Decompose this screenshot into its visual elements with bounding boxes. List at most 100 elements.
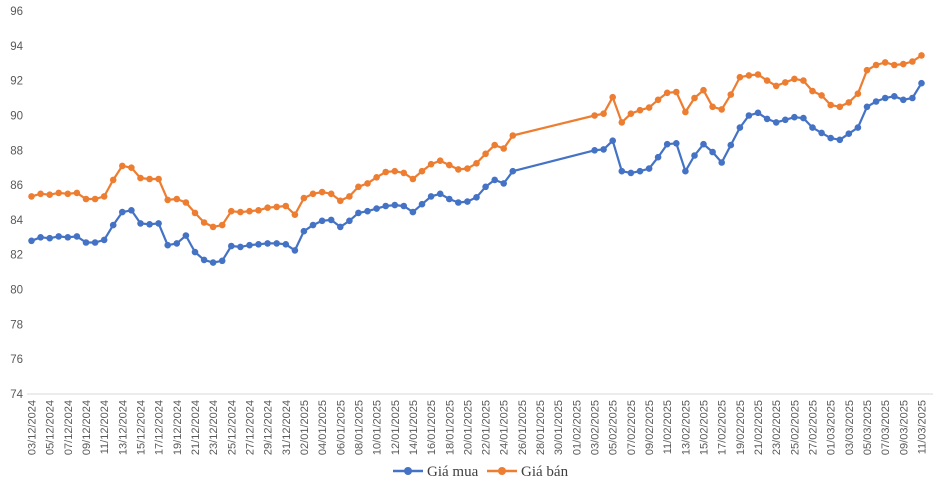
y-axis-tick-label: 84 [10,215,23,227]
y-axis-tick-label: 74 [10,389,23,401]
y-axis-tick-label: 92 [10,76,23,88]
x-axis-tick-label: 07/03/2025 [880,400,892,455]
data-point-giá-bán [82,195,90,203]
data-point-giá-mua [782,116,789,124]
data-point-giá-bán [754,71,762,78]
x-axis-tick-label: 07/02/2025 [626,400,638,455]
data-point-giá-bán [155,175,162,183]
data-point-giá-mua [391,201,399,209]
data-point-giá-mua [863,103,871,111]
data-point-giá-bán [854,90,862,97]
data-point-giá-bán [900,60,907,68]
data-point-giá-bán [636,106,644,114]
x-axis-tick-label: 08/01/2025 [353,400,365,455]
data-point-giá-bán [654,96,662,104]
series-line-giá-mua [30,82,923,264]
data-point-giá-mua [845,130,853,137]
data-point-giá-mua [282,241,290,248]
x-axis-tick-label: 19/02/2025 [735,400,747,455]
x-axis-tick-label: 10/01/2025 [372,400,384,455]
data-point-giá-mua [255,241,262,248]
x-axis-tick-label: 26/01/2025 [517,400,529,455]
data-point-giá-bán [872,61,880,69]
data-point-giá-bán [373,174,380,181]
data-point-giá-mua [237,243,244,251]
data-point-giá-bán [455,166,462,173]
data-point-giá-mua [264,240,271,247]
data-point-giá-mua [718,159,725,166]
data-point-giá-bán [164,196,171,204]
x-axis-tick-label: 09/12/2024 [81,400,93,455]
data-point-giá-bán [55,189,62,197]
data-point-giá-mua [82,239,90,246]
data-point-giá-bán [818,92,825,99]
data-point-giá-bán [64,190,72,198]
x-axis-tick-label: 09/02/2025 [644,400,656,455]
data-point-giá-mua [436,190,444,198]
data-point-giá-mua [209,259,217,266]
data-point-giá-bán [119,162,126,170]
x-axis-tick-label: 25/12/2024 [226,400,238,455]
data-point-giá-bán [109,176,117,184]
data-point-giá-mua [137,220,144,227]
data-point-giá-bán [237,208,244,216]
data-point-giá-bán [73,189,81,197]
data-point-giá-mua [55,233,62,240]
data-point-giá-bán [409,175,417,183]
x-axis-tick-label: 15/12/2024 [135,400,147,455]
data-point-giá-bán [772,82,780,90]
data-point-giá-mua [673,140,680,147]
data-point-giá-mua [427,193,435,200]
x-axis-tick-label: 23/12/2024 [208,400,220,455]
x-axis-tick-label: 13/12/2024 [117,400,129,455]
data-point-giá-bán [845,99,853,106]
y-axis-tick-label: 78 [10,319,23,331]
data-point-giá-mua [709,148,716,156]
data-point-giá-bán [391,167,399,175]
data-point-giá-bán [446,161,453,169]
x-axis-tick-label: 14/01/2025 [408,400,420,455]
x-axis-tick-label: 28/01/2025 [535,400,547,455]
data-point-giá-bán [673,88,680,96]
chart-legend: Giá mua Giá bán [393,464,569,480]
data-point-giá-bán [364,180,371,187]
data-point-giá-bán [609,93,616,101]
data-point-giá-bán [191,209,199,217]
data-point-giá-bán [736,73,744,81]
data-point-giá-bán [318,188,326,196]
data-point-giá-bán [337,197,344,205]
data-point-giá-bán [309,190,317,198]
data-point-giá-bán [264,204,271,211]
data-point-giá-mua [754,109,762,117]
data-point-giá-mua [500,180,508,187]
data-point-giá-mua [627,169,635,177]
data-point-giá-mua [337,223,344,231]
data-point-giá-bán [137,174,144,182]
data-point-giá-bán [791,75,798,83]
data-point-giá-bán [627,110,635,117]
data-point-giá-bán [100,193,108,200]
data-point-giá-bán [46,191,53,198]
x-axis-tick-label: 27/02/2025 [808,400,820,455]
data-point-giá-mua [109,221,117,229]
data-point-giá-mua [173,240,181,247]
data-point-giá-bán [355,183,362,191]
legend-label-gia-mua: Giá mua [427,464,479,480]
data-point-giá-mua [291,247,299,254]
x-axis-tick-label: 03/03/2025 [844,400,856,455]
data-point-giá-bán [763,77,771,84]
data-point-giá-mua [73,233,81,240]
data-point-giá-bán [645,104,653,111]
data-point-giá-mua [691,152,698,159]
x-axis-tick-label: 03/02/2025 [590,400,602,455]
legend-marker-gia-mua [404,467,412,475]
x-axis-tick-label: 07/12/2024 [63,400,75,455]
data-point-giá-bán [618,119,626,126]
data-point-giá-mua [891,93,898,100]
data-point-giá-mua [146,221,153,228]
x-axis-tick-label: 27/12/2024 [244,400,256,455]
x-axis-tick-label: 04/01/2025 [317,400,329,455]
x-axis-tick-label: 15/02/2025 [699,400,711,455]
data-point-giá-bán [427,160,435,168]
data-point-giá-bán [246,207,253,215]
